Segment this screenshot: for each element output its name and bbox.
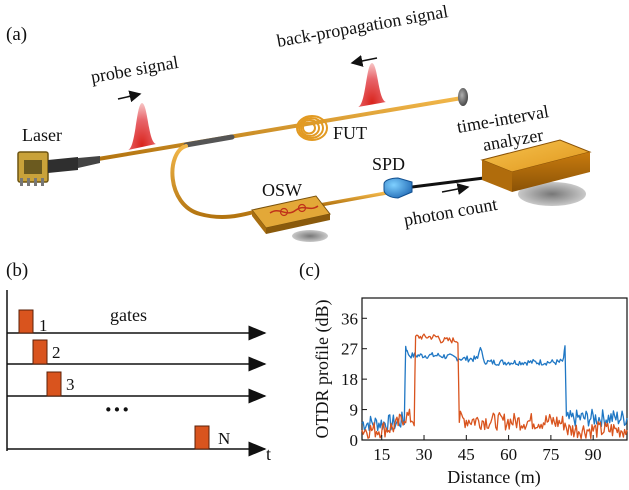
y-tick-label: 36 bbox=[341, 309, 358, 328]
x-tick-label: 75 bbox=[542, 445, 559, 464]
probe-pulse bbox=[128, 103, 156, 150]
panel-b: (b) 1 2 3 N gates ··· t bbox=[6, 260, 271, 464]
fut-label: FUT bbox=[333, 123, 367, 143]
gate-pulse-n bbox=[194, 425, 210, 450]
laser-label: Laser bbox=[22, 125, 62, 145]
spd-label: SPD bbox=[372, 154, 405, 174]
pulse-label-2: 2 bbox=[52, 343, 61, 362]
panel-a: (a) FUT Laser bbox=[6, 1, 592, 242]
osw-label: OSW bbox=[262, 180, 302, 200]
x-axis-label: Distance (m) bbox=[447, 467, 540, 488]
series-line-1 bbox=[361, 345, 628, 432]
x-tick-label: 30 bbox=[416, 445, 433, 464]
y-tick-label: 9 bbox=[350, 401, 359, 420]
analyzer-box bbox=[480, 139, 592, 206]
spd-detector bbox=[383, 177, 413, 199]
x-tick-label: 15 bbox=[373, 445, 390, 464]
gate-pulse-1 bbox=[18, 309, 34, 334]
gates-label: gates bbox=[110, 305, 147, 325]
osw-spd-fiber bbox=[318, 191, 388, 207]
x-axis-ticks: 15 30 45 60 75 90 bbox=[373, 435, 602, 464]
back-propagation-pulse bbox=[358, 63, 386, 107]
panel-c-label: (c) bbox=[299, 260, 320, 281]
x-tick-label: 60 bbox=[500, 445, 517, 464]
pulse-label-1: 1 bbox=[39, 316, 48, 335]
panel-c: (c) 15 30 45 60 75 90 0 9 18 27 36 Distance (m) O… bbox=[299, 260, 628, 488]
plot-frame bbox=[361, 297, 628, 441]
pulse-label-3: 3 bbox=[66, 375, 75, 394]
probe-arrow bbox=[117, 90, 142, 103]
osw-box bbox=[251, 195, 331, 242]
ellipsis-dots: ··· bbox=[104, 395, 130, 424]
plot-area bbox=[361, 333, 628, 440]
main-fiber bbox=[96, 96, 464, 161]
panel-b-label: (b) bbox=[6, 260, 28, 281]
fut-coil bbox=[296, 115, 328, 141]
x-tick-label: 90 bbox=[585, 445, 602, 464]
series-line-2 bbox=[361, 333, 628, 440]
x-tick-label: 45 bbox=[458, 445, 475, 464]
panel-a-label: (a) bbox=[6, 24, 27, 45]
photon-count-arrow bbox=[441, 183, 470, 195]
branch-fiber bbox=[170, 144, 260, 219]
y-tick-label: 0 bbox=[350, 431, 359, 450]
pulse-label-n: N bbox=[218, 429, 230, 448]
probe-signal-label: probe signal bbox=[89, 52, 180, 87]
gate-pulse-3 bbox=[46, 371, 62, 397]
gate-pulse-2 bbox=[32, 339, 48, 365]
y-axis-label: OTDR profile (dB) bbox=[312, 300, 333, 439]
back-propagation-label: back-propagation signal bbox=[275, 1, 449, 51]
back-propagation-arrow bbox=[350, 55, 378, 67]
fiber-end-cap bbox=[458, 88, 468, 106]
fiber-coupler bbox=[183, 134, 235, 148]
time-label: t bbox=[266, 444, 271, 464]
photon-count-label: photon count bbox=[402, 194, 499, 230]
y-tick-label: 18 bbox=[341, 370, 358, 389]
y-axis-ticks: 0 9 18 27 36 bbox=[341, 309, 367, 450]
y-tick-label: 27 bbox=[341, 340, 359, 359]
laser-module bbox=[17, 151, 100, 186]
